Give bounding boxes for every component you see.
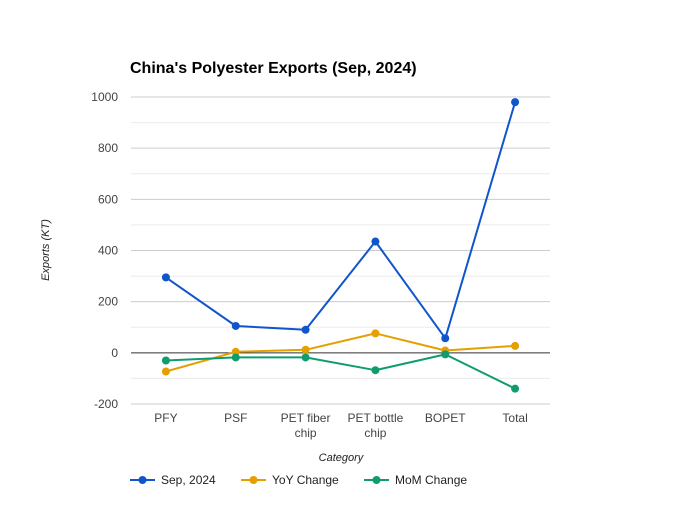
data-point-1-2	[301, 345, 310, 354]
data-point-0-0	[161, 273, 170, 282]
data-point-2-2	[301, 353, 310, 362]
y-tick-label: 200	[98, 295, 118, 309]
data-point-1-0	[161, 367, 170, 376]
x-tick-label: BOPET	[425, 411, 466, 425]
legend-marker-2	[372, 476, 381, 484]
x-axis-title: Category	[319, 452, 365, 464]
x-tick-label: PFY	[154, 411, 177, 425]
data-point-0-4	[441, 334, 450, 343]
legend-label-1: YoY Change	[272, 473, 339, 487]
data-point-2-5	[511, 384, 520, 393]
legend-item-2: MoM Change	[364, 473, 467, 487]
data-point-1-1	[231, 347, 240, 356]
y-axis-title: Exports (KT)	[40, 219, 52, 281]
x-tick-label: PET fiber chip	[281, 411, 331, 440]
y-tick-label: 0	[111, 346, 118, 360]
data-point-0-1	[231, 321, 240, 330]
legend-marker-1	[249, 476, 258, 484]
x-tick-label: PET bottle chip	[348, 411, 404, 440]
data-point-2-1	[231, 353, 240, 362]
y-tick-label: 600	[98, 192, 118, 206]
data-point-0-2	[301, 325, 310, 334]
series-lines	[165, 101, 517, 390]
x-tick-label: PSF	[224, 411, 247, 425]
legend: Sep, 2024 YoY Change MoM Change	[130, 473, 467, 487]
y-axis-ticks: -200 0 200 400 600 800 1000	[91, 90, 118, 411]
x-axis-ticks: PFY PSF PET fiber chip PET bottle chip BOPET To…	[154, 411, 528, 440]
legend-marker-0	[138, 476, 147, 484]
data-point-1-3	[371, 329, 380, 338]
series-line-0	[165, 101, 517, 340]
legend-item-0: Sep, 2024	[130, 473, 216, 487]
legend-item-1: YoY Change	[241, 473, 339, 487]
y-tick-label: -200	[94, 397, 118, 411]
chart-title: China's Polyester Exports (Sep, 2024)	[130, 60, 417, 77]
y-tick-label: 400	[98, 244, 118, 258]
data-point-2-4	[441, 350, 450, 359]
series-points	[161, 98, 520, 393]
legend-label-0: Sep, 2024	[161, 473, 216, 487]
x-tick-label: Total	[502, 411, 527, 425]
data-point-0-5	[511, 98, 520, 107]
y-tick-label: 1000	[91, 90, 118, 104]
data-point-1-5	[511, 341, 520, 350]
gridlines	[131, 96, 550, 405]
data-point-2-3	[371, 366, 380, 375]
series-line-2	[165, 353, 516, 390]
legend-label-2: MoM Change	[395, 473, 467, 487]
data-point-2-0	[161, 356, 170, 365]
series-line-1	[165, 332, 516, 373]
data-point-0-3	[371, 237, 380, 246]
y-tick-label: 800	[98, 141, 118, 155]
